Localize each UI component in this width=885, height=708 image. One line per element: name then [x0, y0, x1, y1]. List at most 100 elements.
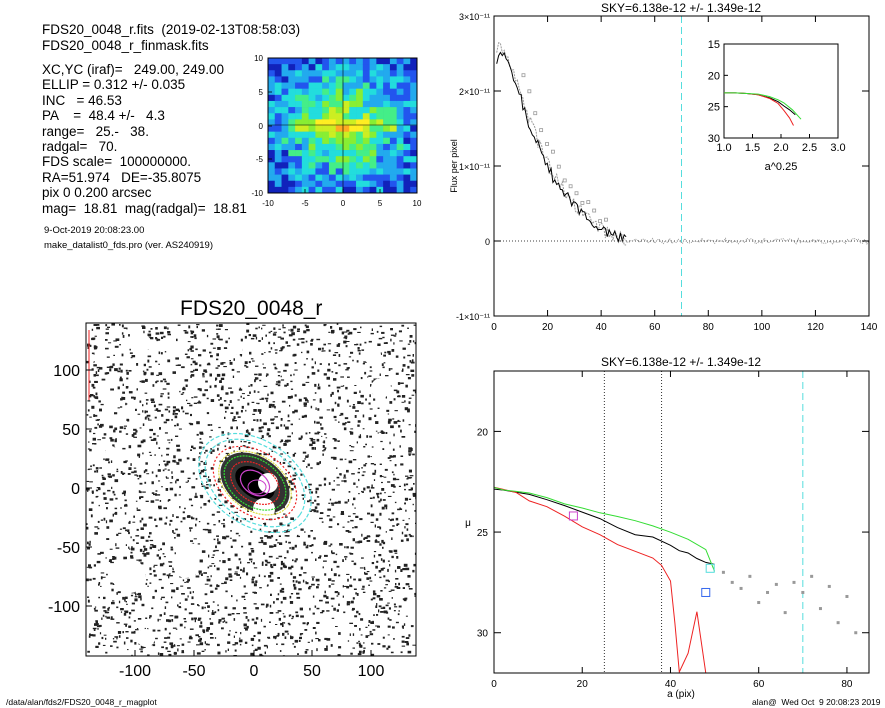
noise-pixel: [391, 555, 394, 559]
noise-pixel: [412, 503, 414, 506]
noise-pixel: [221, 373, 226, 377]
noise-pixel: [387, 413, 390, 415]
noise-pixel: [146, 368, 149, 371]
noise-pixel: [201, 485, 206, 487]
noise-pixel: [118, 600, 121, 604]
noise-pixel: [363, 487, 366, 491]
noise-pixel: [414, 552, 416, 555]
noise-pixel: [116, 468, 119, 470]
noise-pixel: [225, 340, 228, 344]
noise-pixel: [109, 498, 114, 501]
noise-pixel: [306, 358, 308, 360]
noise-pixel: [309, 607, 311, 611]
residual-cell: [383, 100, 391, 108]
noise-pixel: [389, 564, 391, 567]
noise-pixel: [318, 484, 322, 487]
noise-pixel: [309, 499, 312, 502]
noise-pixel: [120, 406, 123, 408]
noise-pixel: [133, 470, 137, 473]
residual-cell: [315, 125, 323, 132]
noise-pixel: [277, 380, 281, 384]
residual-cell: [288, 88, 296, 96]
residual-cell: [322, 143, 330, 151]
noise-pixel: [206, 363, 211, 366]
inset-ytick-label: 15: [708, 39, 720, 51]
noise-pixel: [219, 324, 223, 327]
noise-pixel: [117, 386, 120, 390]
noise-pixel: [270, 418, 274, 421]
noise-pixel: [318, 383, 320, 386]
noise-pixel: [314, 506, 318, 509]
mu-gray-point: [783, 611, 787, 615]
noise-pixel: [361, 402, 364, 405]
noise-pixel: [336, 609, 339, 612]
noise-pixel: [100, 423, 104, 427]
noise-pixel: [107, 475, 112, 478]
noise-pixel: [302, 579, 305, 583]
residual-cell: [295, 168, 303, 175]
noise-pixel: [307, 463, 310, 467]
isophote-ellipse: [223, 455, 287, 511]
star-mask: [173, 552, 199, 578]
noise-pixel: [110, 438, 114, 442]
noise-pixel: [246, 323, 250, 325]
noise-pixel: [249, 558, 253, 561]
noise-pixel: [110, 388, 114, 391]
noise-pixel: [368, 635, 370, 637]
noise-pixel: [298, 418, 301, 420]
flux-point: [551, 149, 555, 154]
noise-pixel: [287, 524, 290, 527]
flux-ytick-label: 1×10⁻¹¹: [459, 162, 490, 172]
residual-cell: [335, 64, 343, 71]
noise-pixel: [170, 546, 173, 549]
residual-cell: [342, 70, 350, 77]
noise-pixel: [251, 428, 254, 431]
noise-pixel: [253, 592, 257, 594]
noise-pixel: [160, 395, 163, 398]
noise-pixel: [372, 597, 376, 600]
inset-xtick-label: 1.0: [716, 142, 731, 154]
residual-cell: [301, 143, 309, 151]
residual-cell: [396, 186, 404, 193]
noise-pixel: [288, 334, 293, 337]
noise-pixel: [347, 499, 350, 502]
noise-pixel: [380, 568, 384, 571]
noise-pixel: [276, 598, 279, 601]
noise-pixel: [158, 505, 162, 509]
noise-pixel: [337, 440, 340, 442]
residual-cell: [295, 150, 303, 157]
residual-cell: [362, 119, 370, 126]
noise-pixel: [152, 545, 156, 548]
noise-pixel: [282, 613, 285, 615]
noise-pixel: [196, 324, 200, 326]
residual-cell: [376, 125, 384, 132]
noise-pixel: [193, 538, 197, 540]
noise-pixel: [253, 409, 257, 412]
noise-pixel: [275, 557, 279, 559]
noise-pixel: [250, 548, 254, 550]
noise-pixel: [216, 358, 219, 361]
noise-pixel: [95, 419, 99, 421]
noise-pixel: [250, 384, 253, 387]
noise-pixel: [385, 584, 388, 586]
residual-cell: [295, 174, 303, 182]
star-mask: [363, 346, 381, 364]
noise-pixel: [295, 611, 299, 614]
noise-pixel: [142, 326, 146, 329]
noise-pixel: [240, 440, 242, 443]
noise-pixel: [323, 477, 327, 481]
noise-pixel: [303, 572, 307, 574]
noise-pixel: [142, 491, 146, 493]
noise-pixel: [317, 583, 320, 586]
noise-pixel: [96, 326, 100, 330]
noise-pixel: [258, 453, 262, 456]
noise-pixel: [108, 342, 112, 344]
noise-pixel: [397, 508, 401, 511]
residual-cell: [403, 143, 411, 151]
res-ytick-label: 5: [259, 88, 264, 97]
noise-pixel: [156, 554, 159, 557]
residual-cell: [362, 94, 370, 102]
noise-pixel: [357, 401, 361, 404]
noise-pixel: [176, 533, 181, 537]
noise-pixel: [311, 583, 315, 586]
